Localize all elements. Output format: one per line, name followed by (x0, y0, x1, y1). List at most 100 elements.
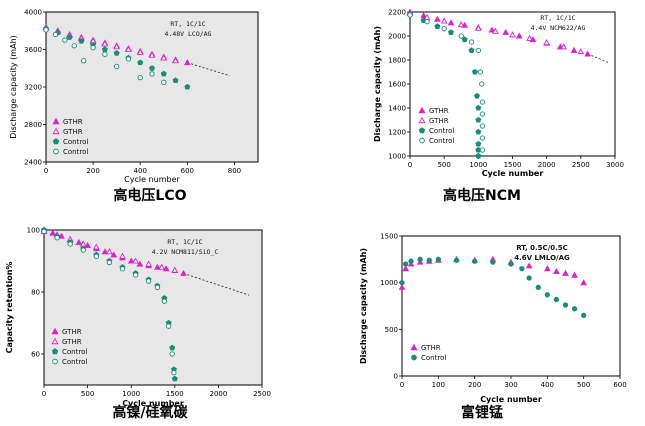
nisi-series-3 (41, 228, 177, 376)
lco-series-3-point-9 (137, 74, 143, 81)
caption-ncm: 高电压NCM (443, 188, 521, 204)
ncm-series-1-point-3 (457, 21, 465, 28)
lco-ylabel: Discharge capacity (mAh) (9, 35, 18, 139)
lmlo-series-0-point-11 (543, 265, 551, 272)
ncm-series-3-point-0 (407, 12, 413, 18)
lmlo-series-0-point-14 (571, 271, 578, 278)
lmlo-xlabel: Cycle number (480, 395, 542, 404)
ncm-series-1-point-7 (526, 34, 533, 41)
ncm-xtick-label-5: 2500 (572, 161, 590, 169)
lco-series-3-point-0 (43, 27, 49, 33)
lco-series-2-point-3 (78, 37, 85, 44)
lmlo-series-0-point-1 (402, 265, 409, 272)
chart-lco: 0 200 400 600 800 2400 2800 3200 3600 4000 Cycle n… (0, 0, 320, 212)
nisi-legend-label-2: Control (62, 348, 87, 356)
nisi-series-3-point-7 (132, 272, 139, 278)
ncm-series-3-point-7 (479, 81, 485, 87)
lco-legend-marker-2 (52, 138, 60, 145)
lco-xtick-label-2: 400 (134, 167, 147, 175)
lco-series-2-point-6 (113, 50, 120, 56)
nisi-series-3-point-0 (41, 228, 47, 235)
ncm-series-2-point-5 (468, 47, 475, 53)
nisi-series-1-point-7 (132, 257, 139, 264)
lco-annotation-0: RT, 1C/1C (170, 20, 205, 28)
chart-ncm: 0 500 1000 1500 2000 2500 3000 1000 1200 1400 1600… (322, 0, 645, 212)
lmlo-series-1-point-6 (453, 257, 460, 263)
ncm-series-3-point-6 (477, 69, 484, 75)
nisi-series-3-point-6 (119, 266, 126, 272)
nisi-series-3-point-3 (80, 247, 86, 253)
ncm-series-3-point-11 (479, 135, 486, 141)
ncm-series-3-point-4 (468, 39, 475, 45)
lmlo-ytick-label-3: 1500 (380, 233, 398, 241)
ncm-series-3-point-8 (479, 99, 486, 105)
nisi-legend-marker-1 (51, 337, 59, 345)
ncm-ytick-label-5: 2000 (388, 33, 406, 41)
ncm-series-3-point-9 (479, 111, 486, 117)
lco-series-3-point-6 (102, 51, 108, 57)
ncm-series-1-point-8 (543, 39, 551, 46)
lco-series-1-point-8 (136, 48, 144, 55)
nisi-series-0-point-7 (101, 248, 109, 255)
lco-series-3-point-3 (71, 43, 77, 49)
lco-ytick-label-3: 3600 (24, 46, 42, 54)
ncm-series-3 (407, 12, 486, 153)
ncm-legend-label-3: Control (429, 137, 454, 145)
nisi-series-1-point-9 (158, 263, 166, 270)
ncm-series-2-point-6 (471, 68, 478, 75)
ncm-series-1-point-5 (492, 27, 499, 34)
ncm-series-1-point-9 (560, 43, 568, 50)
lco-series-3-point-1 (52, 31, 59, 38)
ncm-legend-label-1: GTHR (429, 117, 449, 125)
chart-nisi-svg: 0 500 1000 1500 2000 2500 60 80 100 Cycle number C… (5, 226, 271, 408)
lco-series-1-point-11 (172, 57, 179, 64)
nisi-series-3-point-5 (106, 259, 113, 266)
caption-lmlo: 富锂锰 (461, 405, 503, 421)
nisi-series-0-point-1 (49, 229, 57, 236)
nisi-series-1-point-5 (106, 248, 113, 255)
lco-series-1-point-7 (125, 45, 132, 53)
lmlo-ytick-label-2: 1000 (380, 279, 398, 287)
ncm-xlabel: Cycle number (482, 169, 544, 178)
lmlo-legend-label-0: GTHR (421, 344, 441, 352)
lco-ytick-label-4: 4000 (24, 9, 42, 17)
lco-xtick-label-3: 600 (181, 167, 194, 175)
ncm-series-1-point-2 (440, 17, 448, 24)
nisi-series-0-point-11 (136, 260, 144, 267)
lmlo-series-0-point-12 (553, 267, 560, 274)
ncm-xtick-label-1: 500 (437, 161, 450, 169)
nisi-annotation-0: RT, 1C/1C (167, 238, 202, 246)
ncm-ytick-label-6: 2200 (388, 9, 406, 17)
caption-nisi: 高镍/硅氧碳 (112, 405, 188, 421)
caption-lco: 高电压LCO (113, 188, 187, 204)
lco-legend-label-3: Control (63, 148, 88, 156)
ncm-series-0-point-6 (488, 26, 496, 33)
ncm-series-0-point-7 (502, 28, 510, 35)
lco-series-2-point-10 (160, 70, 167, 77)
lmlo-series-0-point-15 (580, 279, 588, 286)
lmlo-annotation-0: RT, 0.5C/0.5C (516, 244, 568, 252)
nisi-series-1-point-10 (171, 266, 179, 273)
ncm-series-2-point-3 (448, 29, 454, 35)
lmlo-xtick-label-1: 100 (432, 381, 445, 389)
nisi-series-0-point-8 (110, 251, 118, 258)
nisi-ytick-label-1: 80 (31, 289, 40, 297)
lco-legend-marker-1 (52, 127, 60, 135)
nisi-series-1-point-6 (119, 252, 126, 259)
ncm-series-2 (407, 11, 482, 159)
nisi-series-0-point-13 (153, 263, 161, 270)
nisi-xtick-label-4: 2000 (209, 390, 227, 398)
lmlo-ytick-label-1: 500 (385, 326, 398, 334)
nisi-series-0-point-16 (180, 269, 187, 276)
ncm-series-3-point-12 (479, 147, 486, 153)
ncm-legend-label-0: GTHR (429, 107, 449, 115)
lco-series-2-point-5 (101, 46, 108, 53)
lmlo-series-1-point-0 (399, 280, 405, 286)
ncm-series-2-point-4 (461, 36, 468, 43)
nisi-series-0-point-4 (75, 238, 83, 245)
lmlo-ylabel: Discharge capacity (mAh) (359, 248, 368, 364)
chart-lmlo-svg: 0 100 200 300 400 500 600 0 500 1000 1500 Cycle num… (359, 233, 627, 405)
lmlo-series-1-point-7 (472, 258, 478, 264)
ncm-xtick-label-6: 3000 (606, 161, 624, 169)
ncm-ytick-label-3: 1600 (388, 81, 406, 89)
